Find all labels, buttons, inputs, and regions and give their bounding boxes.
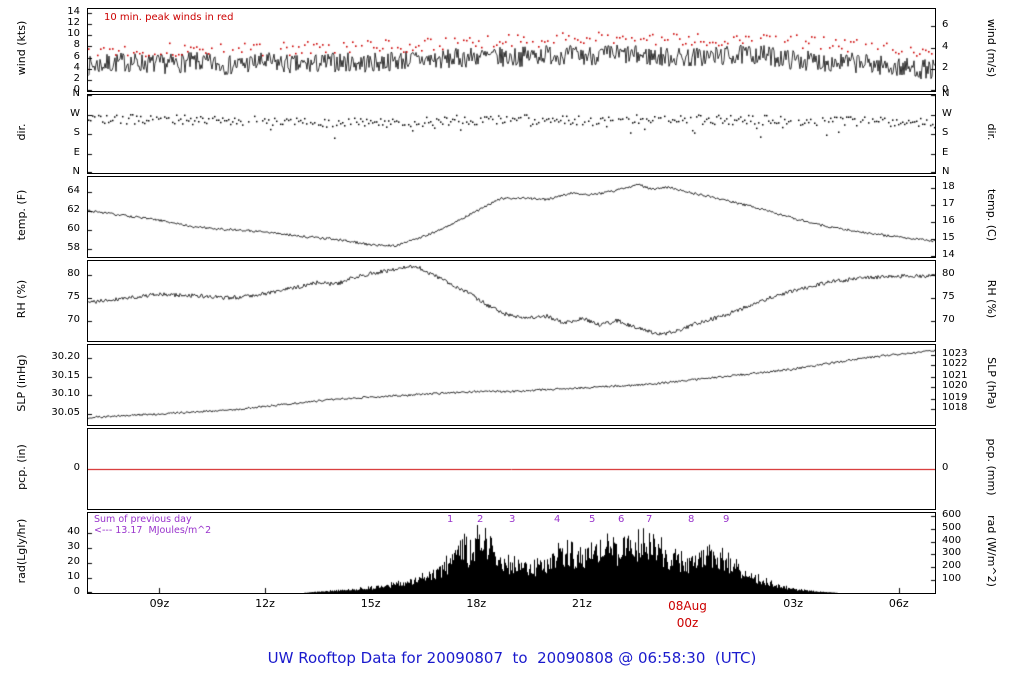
tick-label-rh: 80 bbox=[942, 268, 955, 279]
tick-label-temp: 16 bbox=[942, 215, 955, 226]
tick-label-slp: 1023 bbox=[942, 348, 968, 359]
tick-label-slp: 30.10 bbox=[51, 388, 80, 399]
panel-wind bbox=[87, 8, 936, 92]
panel-dir bbox=[87, 94, 936, 174]
tick-label-wind: 4 bbox=[942, 41, 949, 52]
tick-label-wind: 10 bbox=[67, 28, 80, 39]
tick-label-slp: 1019 bbox=[942, 392, 968, 403]
rad-hour-mark: 6 bbox=[618, 514, 625, 525]
panel-rh-canvas bbox=[88, 261, 935, 341]
tick-label-wind: 14 bbox=[67, 6, 80, 17]
tick-label-rh: 75 bbox=[67, 291, 80, 302]
tick-label-dir: W bbox=[70, 108, 80, 119]
rad-hour-mark: 5 bbox=[589, 514, 596, 525]
tick-label-wind: 6 bbox=[942, 19, 949, 30]
tick-label-wind: 4 bbox=[73, 62, 80, 73]
x-axis-label-18z: 18z bbox=[466, 597, 487, 610]
tick-label-rad: 300 bbox=[942, 547, 962, 558]
tick-label-dir: S bbox=[73, 127, 80, 138]
rad-hour-mark: 7 bbox=[646, 514, 653, 525]
tick-label-slp: 30.20 bbox=[51, 351, 80, 362]
rad-hour-mark: 4 bbox=[554, 514, 561, 525]
tick-label-dir: E bbox=[942, 147, 949, 158]
chart-title: UW Rooftop Data for 20090807 to 20090808… bbox=[267, 649, 757, 667]
tick-label-rad: 500 bbox=[942, 522, 962, 533]
x-axis-label-03z: 03z bbox=[783, 597, 804, 610]
tick-label-dir: N bbox=[72, 166, 80, 177]
x-axis-label-00z: 00z bbox=[676, 616, 699, 630]
tick-label-wind: 2 bbox=[942, 62, 949, 73]
tick-label-rh: 70 bbox=[942, 314, 955, 325]
tick-label-temp: 58 bbox=[67, 242, 80, 253]
tick-label-wind: 0 bbox=[942, 84, 949, 95]
tick-label-wind: 6 bbox=[73, 51, 80, 62]
x-axis-label-06z: 06z bbox=[888, 597, 909, 610]
tick-label-wind: 8 bbox=[73, 39, 80, 50]
tick-label-temp: 18 bbox=[942, 181, 955, 192]
tick-label-dir: W bbox=[942, 108, 952, 119]
tick-label-wind: 12 bbox=[67, 17, 80, 28]
tick-label-rh: 70 bbox=[67, 314, 80, 325]
x-axis-label-12z: 12z bbox=[255, 597, 275, 610]
tick-label-rad: 20 bbox=[67, 556, 80, 567]
tick-label-temp: 60 bbox=[67, 223, 80, 234]
rad-hour-mark: 2 bbox=[477, 514, 484, 525]
tick-label-slp: 1018 bbox=[942, 402, 968, 413]
tick-label-dir: N bbox=[942, 166, 950, 177]
tick-label-rad: 0 bbox=[73, 586, 80, 597]
tick-label-rad: 600 bbox=[942, 509, 962, 520]
x-axis-date-label: 08Aug bbox=[668, 599, 707, 613]
x-axis-label-09z: 09z bbox=[149, 597, 170, 610]
panel-temp bbox=[87, 176, 936, 258]
axis-label-left-rad: rad(Lgly/hr) bbox=[15, 518, 28, 584]
tick-label-dir: N bbox=[72, 88, 80, 99]
tick-label-dir: N bbox=[942, 88, 950, 99]
tick-label-dir: S bbox=[942, 127, 949, 138]
rad-sum-note-line1: Sum of previous day bbox=[94, 514, 192, 525]
tick-label-pcp: 0 bbox=[73, 462, 80, 473]
panel-rad bbox=[87, 512, 936, 594]
tick-label-temp: 64 bbox=[67, 185, 80, 196]
x-axis-label-21z: 21z bbox=[572, 597, 592, 610]
tick-label-slp: 1020 bbox=[942, 380, 968, 391]
tick-label-rad: 30 bbox=[67, 541, 80, 552]
tick-label-pcp: 0 bbox=[942, 462, 949, 473]
rad-hour-mark: 3 bbox=[509, 514, 516, 525]
tick-label-wind: 2 bbox=[73, 73, 80, 84]
axis-label-right-rad: rad (W/m^2) bbox=[985, 515, 998, 587]
tick-label-temp: 15 bbox=[942, 232, 955, 243]
rad-hour-mark: 8 bbox=[688, 514, 695, 525]
tick-label-wind: 0 bbox=[73, 84, 80, 95]
note-wind: 10 min. peak winds in red bbox=[104, 12, 234, 23]
tick-label-rad: 100 bbox=[942, 573, 962, 584]
panel-slp bbox=[87, 344, 936, 426]
panel-rad-canvas bbox=[88, 513, 935, 593]
tick-label-slp: 30.05 bbox=[51, 407, 80, 418]
panel-pcp-canvas bbox=[88, 429, 935, 509]
rad-hour-mark: 9 bbox=[723, 514, 730, 525]
tick-label-temp: 14 bbox=[942, 249, 955, 260]
panel-temp-canvas bbox=[88, 177, 935, 257]
panel-wind-canvas bbox=[88, 9, 935, 91]
panel-rh bbox=[87, 260, 936, 342]
x-axis-label-15z: 15z bbox=[360, 597, 381, 610]
tick-label-dir: E bbox=[73, 147, 80, 158]
rad-hour-mark: 1 bbox=[447, 514, 454, 525]
tick-label-rad: 200 bbox=[942, 560, 962, 571]
panel-pcp bbox=[87, 428, 936, 510]
tick-label-rad: 10 bbox=[67, 571, 80, 582]
panel-dir-canvas bbox=[88, 95, 935, 173]
tick-label-rh: 80 bbox=[67, 268, 80, 279]
tick-label-slp: 30.15 bbox=[51, 370, 80, 381]
tick-label-temp: 62 bbox=[67, 204, 80, 215]
tick-label-rad: 40 bbox=[67, 526, 80, 537]
rad-sum-note-line2: <--- 13.17 MJoules/m^2 bbox=[94, 525, 212, 536]
tick-label-slp: 1021 bbox=[942, 370, 968, 381]
tick-label-rad: 400 bbox=[942, 535, 962, 546]
tick-label-slp: 1022 bbox=[942, 358, 968, 369]
panel-slp-canvas bbox=[88, 345, 935, 425]
tick-label-temp: 17 bbox=[942, 198, 955, 209]
tick-label-rh: 75 bbox=[942, 291, 955, 302]
